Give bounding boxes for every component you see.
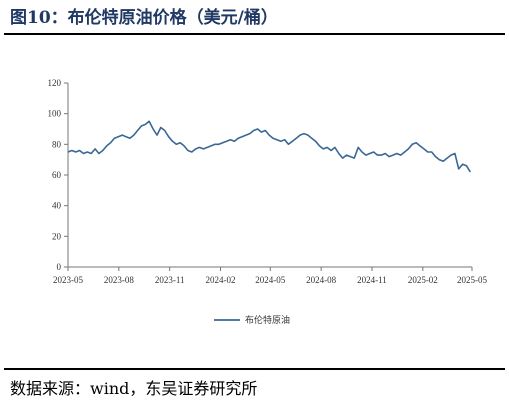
legend: 布伦特原油 [214, 314, 290, 326]
x-tick-label: 2023-11 [155, 275, 185, 285]
y-tick-label: 80 [52, 139, 62, 149]
y-tick-label: 20 [52, 231, 62, 241]
y-axis: 0 20 40 60 80 100 120 [48, 78, 69, 272]
y-tick-label: 120 [48, 78, 62, 88]
x-tick-label: 2024-11 [357, 275, 387, 285]
y-tick-label: 100 [48, 109, 62, 119]
series-lines [67, 120, 471, 173]
y-tick-label: 40 [52, 201, 62, 211]
x-tick-label: 2024-02 [206, 275, 236, 285]
title-rule [4, 33, 505, 35]
y-tick-label: 60 [52, 170, 62, 180]
x-tick-label: 2024-05 [255, 275, 285, 285]
legend-label: 布伦特原油 [245, 314, 290, 326]
x-tick-label: 2024-08 [306, 275, 336, 285]
y-tick-label: 0 [57, 262, 62, 272]
x-tick-label: 2025-02 [408, 275, 438, 285]
x-axis: 2023-05 2023-08 2023-11 2024-02 2024-05 2024-… [53, 266, 487, 285]
x-tick-label: 2025-05 [457, 275, 487, 285]
x-tick-label: 2023-05 [53, 275, 83, 285]
series-line-brent [67, 120, 471, 173]
source-note: 数据来源：wind，东吴证券研究所 [10, 379, 258, 398]
source-rule [4, 368, 505, 370]
figure-title: 图10：布伦特原油价格（美元/桶） [10, 8, 278, 28]
x-tick-label: 2023-08 [104, 275, 134, 285]
